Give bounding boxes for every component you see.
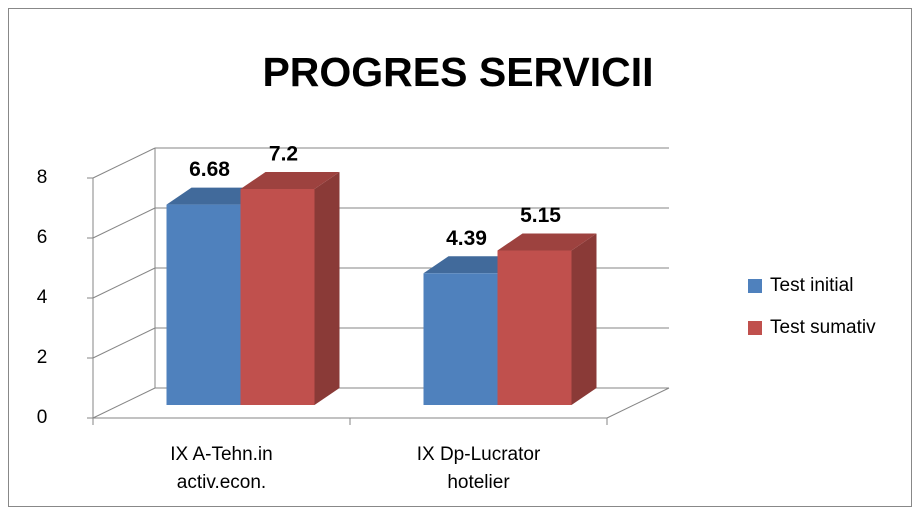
- side-grid: [92, 147, 156, 179]
- bar-side: [314, 172, 340, 405]
- value-label: 4.39: [446, 227, 487, 250]
- bar: [423, 273, 498, 405]
- y-tick-label: 6: [37, 227, 48, 248]
- floor-right: [606, 387, 670, 419]
- bar-side: [571, 233, 597, 405]
- y-tick-label: 0: [37, 407, 48, 428]
- side-grid: [92, 207, 156, 239]
- value-label: 7.2: [269, 143, 298, 166]
- y-tick-label: 2: [37, 347, 48, 368]
- bar: [497, 250, 572, 405]
- x-tick-label: IX A-Tehn.in activ.econ.: [170, 444, 273, 493]
- bar: [166, 204, 241, 405]
- bar: [240, 189, 315, 405]
- x-tick-label: IX Dp-Lucrator hotelier: [416, 444, 541, 493]
- bar-top: [240, 172, 340, 189]
- legend-label: Test sumativ: [770, 317, 876, 338]
- value-label: 6.68: [189, 158, 230, 181]
- y-tick-label: 8: [37, 167, 48, 188]
- y-tick-label: 4: [37, 287, 48, 308]
- bar-top: [497, 233, 597, 251]
- value-label: 5.15: [520, 204, 561, 227]
- chart-title: PROGRES SERVICII: [262, 49, 653, 95]
- legend-swatch: [748, 321, 762, 335]
- side-grid: [92, 267, 156, 299]
- legend-swatch: [748, 279, 762, 293]
- side-grid: [92, 327, 156, 359]
- legend-label: Test initial: [770, 275, 853, 296]
- side-grid: [92, 387, 156, 419]
